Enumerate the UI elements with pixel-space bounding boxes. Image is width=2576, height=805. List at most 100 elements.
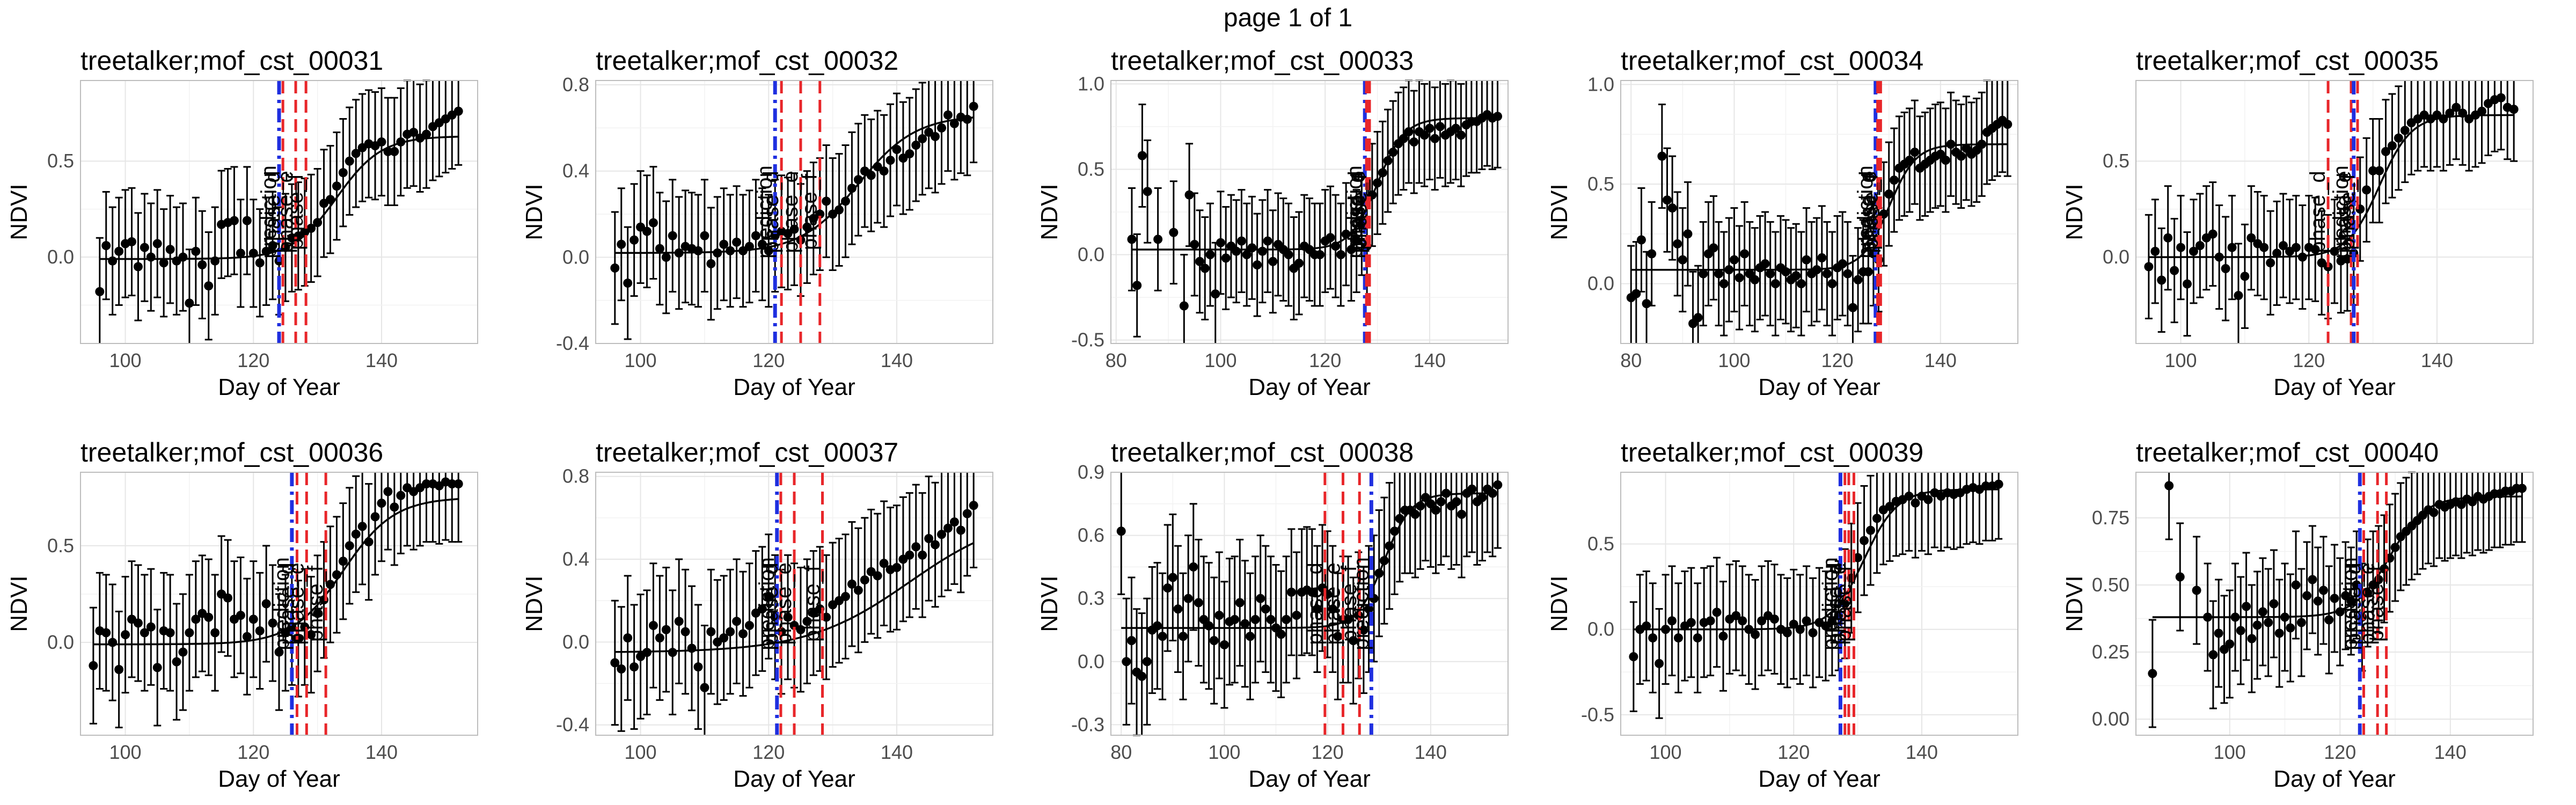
data-point: [648, 218, 658, 228]
phase-line-label: phase_f: [2365, 565, 2388, 642]
data-point: [2279, 241, 2288, 251]
phase-line-label: prediction: [1854, 165, 1877, 258]
data-point: [802, 222, 812, 232]
data-point: [1292, 611, 1301, 620]
data-point: [1493, 112, 1503, 121]
data-point: [108, 638, 118, 647]
data-point: [1205, 250, 1215, 260]
data-point: [1812, 265, 1821, 275]
data-point: [726, 627, 735, 636]
data-point: [2302, 591, 2312, 601]
data-point: [661, 252, 671, 262]
data-point: [1343, 614, 1353, 624]
data-point: [2324, 615, 2334, 625]
data-point: [2308, 575, 2317, 584]
data-point: [1802, 255, 1811, 265]
data-point: [1822, 269, 1832, 279]
data-point: [1688, 319, 1698, 328]
data-point: [1827, 279, 1837, 289]
data-point: [133, 618, 143, 628]
data-point: [2227, 243, 2237, 252]
data-point: [370, 512, 380, 522]
data-point: [351, 149, 361, 158]
data-point: [1738, 616, 1747, 626]
phase-line-label: phase_f: [1337, 565, 1361, 642]
data-point: [892, 145, 902, 155]
data-point: [1911, 498, 1920, 508]
data-point: [2291, 580, 2301, 590]
data-point: [242, 632, 252, 641]
data-point: [873, 162, 882, 172]
data-point: [2496, 93, 2506, 103]
data-point: [1493, 480, 1503, 490]
data-point: [325, 580, 335, 589]
data-point: [2203, 612, 2213, 622]
data-point: [2208, 650, 2218, 660]
data-point: [1245, 632, 1255, 641]
data-point: [1242, 250, 1252, 260]
x-tick-label: 100: [1650, 741, 1682, 763]
data-point: [1247, 243, 1257, 253]
data-point: [2164, 481, 2174, 491]
x-tick-label: 120: [752, 349, 785, 371]
x-tick-label: 140: [365, 741, 398, 763]
data-point: [261, 246, 271, 256]
x-tick-label: 120: [2293, 349, 2325, 371]
data-point: [2182, 279, 2192, 289]
panel-border: [80, 80, 478, 344]
fit-line: [1121, 492, 1498, 629]
data-point: [1194, 598, 1203, 608]
y-tick-label: 0.9: [1078, 461, 1104, 483]
data-point: [860, 575, 869, 585]
data-point: [2236, 626, 2245, 635]
y-tick-label: 0.4: [562, 160, 589, 182]
data-point: [1399, 134, 1408, 143]
phase-line-label: prediction: [755, 557, 779, 650]
x-tick-label: 140: [1415, 741, 1447, 763]
data-point: [744, 241, 754, 251]
x-tick-label: 100: [109, 349, 142, 371]
data-point: [668, 648, 677, 657]
y-tick-label: 0.5: [47, 150, 74, 172]
x-tick-label: 80: [1110, 741, 1132, 763]
data-point: [1232, 246, 1241, 256]
data-point: [210, 256, 220, 266]
data-point: [261, 599, 271, 609]
data-point: [949, 517, 959, 527]
data-point: [1821, 621, 1831, 631]
data-point: [764, 591, 773, 601]
data-point: [2477, 106, 2487, 116]
data-point: [101, 628, 111, 638]
data-point: [726, 246, 735, 255]
data-point: [1936, 149, 1945, 159]
data-point: [744, 621, 754, 631]
data-point: [2429, 508, 2439, 517]
data-point: [191, 246, 201, 256]
data-point: [2150, 246, 2160, 256]
data-point: [937, 123, 947, 133]
data-point: [345, 156, 354, 166]
data-point: [453, 106, 463, 116]
data-point: [1667, 203, 1677, 213]
x-tick-label: 120: [237, 349, 269, 371]
y-tick-label: 1.0: [1078, 72, 1104, 94]
data-point: [2458, 108, 2468, 118]
data-point: [1184, 190, 1194, 200]
data-point: [1126, 636, 1136, 646]
data-point: [642, 226, 652, 236]
panel-title: treetalker;mof_cst_00035: [2136, 46, 2439, 76]
data-point: [114, 665, 124, 674]
data-point: [680, 627, 690, 636]
data-point: [1378, 168, 1387, 178]
panel-border: [2135, 472, 2534, 736]
y-tick-label: 0.8: [562, 74, 589, 96]
phase-line-label: prediction: [2338, 557, 2361, 650]
x-tick-label: 120: [752, 741, 785, 763]
data-point: [1168, 573, 1177, 582]
data-point: [281, 628, 290, 638]
y-tick-label: 0.5: [1078, 158, 1104, 180]
data-point: [1276, 630, 1286, 639]
data-point: [1731, 611, 1741, 620]
x-axis-label: Day of Year: [1758, 766, 1880, 792]
phase-line-label: phase_f: [304, 565, 327, 642]
